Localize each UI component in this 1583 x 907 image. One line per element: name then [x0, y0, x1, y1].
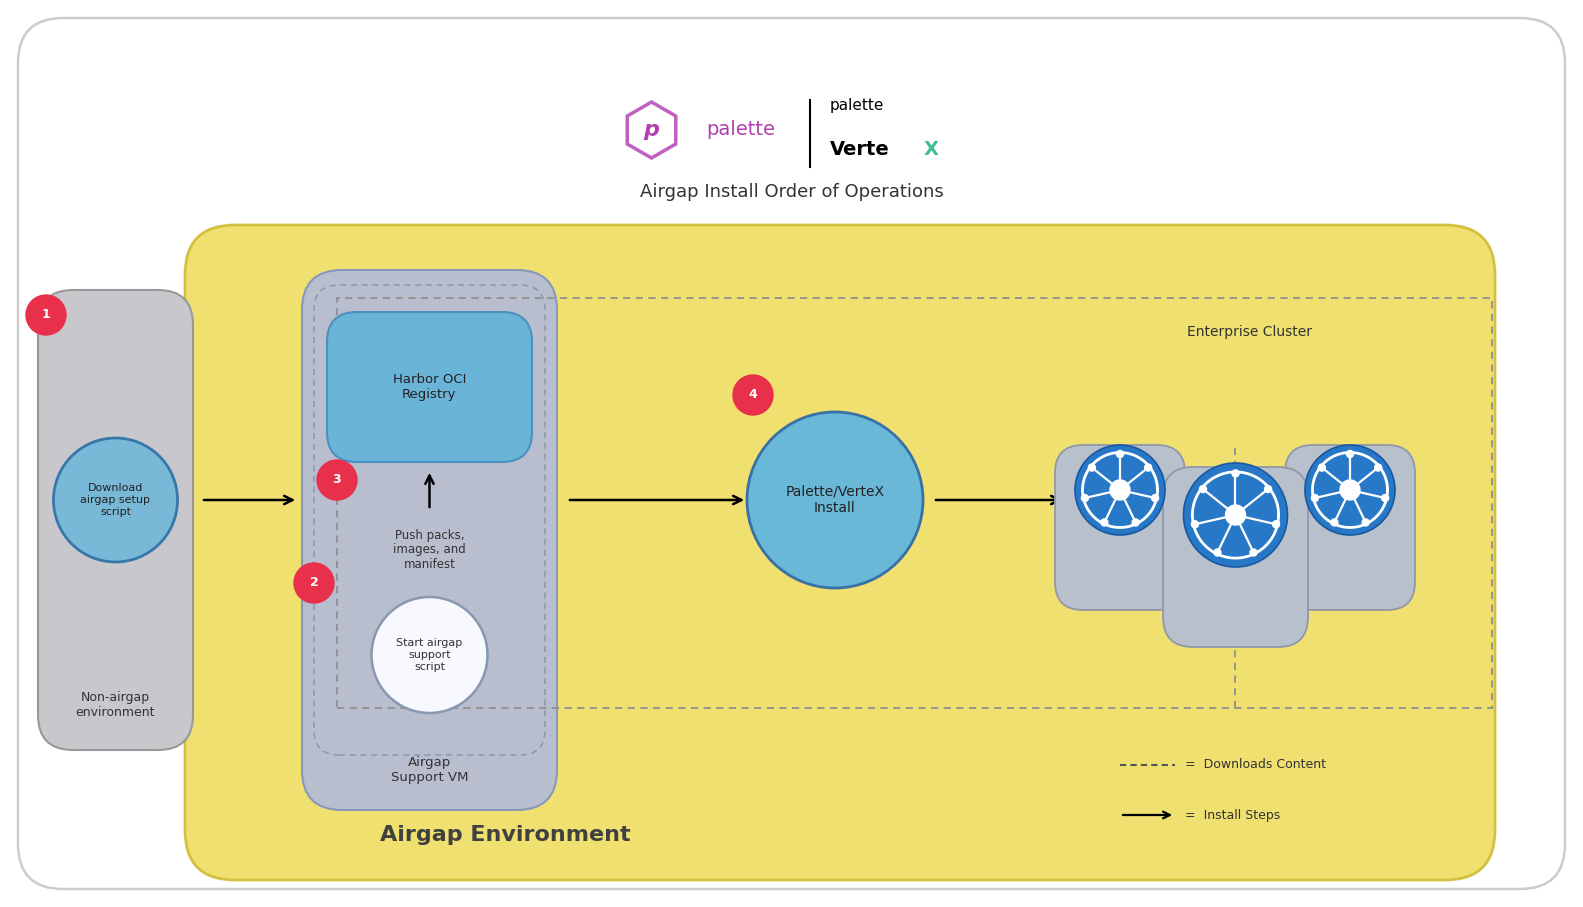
- Text: Airgap Environment: Airgap Environment: [380, 825, 630, 845]
- Circle shape: [294, 563, 334, 603]
- Circle shape: [1225, 505, 1246, 525]
- FancyBboxPatch shape: [185, 225, 1494, 880]
- FancyBboxPatch shape: [328, 312, 532, 462]
- Text: 1: 1: [41, 308, 51, 321]
- Circle shape: [1081, 494, 1089, 502]
- Circle shape: [1361, 519, 1369, 526]
- Circle shape: [1374, 464, 1382, 471]
- Text: 4: 4: [749, 388, 757, 402]
- Text: palette: palette: [829, 98, 883, 113]
- Circle shape: [1151, 494, 1159, 502]
- Text: =  Downloads Content: = Downloads Content: [1186, 758, 1327, 772]
- FancyBboxPatch shape: [1164, 467, 1308, 647]
- Circle shape: [372, 597, 488, 713]
- Text: Push packs,
images, and
manifest: Push packs, images, and manifest: [393, 529, 465, 571]
- Text: X: X: [923, 140, 939, 159]
- Text: Download
airgap setup
script: Download airgap setup script: [81, 483, 150, 517]
- Text: 2: 2: [310, 577, 318, 590]
- Text: Non-airgap
environment: Non-airgap environment: [76, 691, 155, 719]
- Circle shape: [1331, 519, 1338, 526]
- Text: Airgap Install Order of Operations: Airgap Install Order of Operations: [640, 183, 943, 201]
- Circle shape: [1273, 521, 1279, 528]
- Circle shape: [1116, 451, 1124, 457]
- FancyBboxPatch shape: [17, 18, 1566, 889]
- Circle shape: [1214, 549, 1220, 556]
- Text: Verte: Verte: [829, 140, 890, 159]
- Circle shape: [1319, 464, 1325, 471]
- Text: Airgap
Support VM: Airgap Support VM: [391, 756, 469, 784]
- Circle shape: [1311, 494, 1319, 502]
- Circle shape: [1132, 519, 1140, 526]
- FancyBboxPatch shape: [38, 290, 193, 750]
- Text: 3: 3: [332, 473, 342, 486]
- Text: Enterprise Cluster: Enterprise Cluster: [1187, 325, 1312, 339]
- Circle shape: [1347, 451, 1353, 457]
- Text: Palette/VerteX
Install: Palette/VerteX Install: [785, 485, 885, 515]
- Text: p: p: [644, 120, 660, 140]
- Circle shape: [1145, 464, 1152, 471]
- Text: Start airgap
support
script: Start airgap support script: [396, 639, 462, 671]
- Circle shape: [1339, 480, 1360, 500]
- FancyBboxPatch shape: [1054, 445, 1186, 610]
- FancyBboxPatch shape: [302, 270, 557, 810]
- Circle shape: [1110, 480, 1130, 500]
- Circle shape: [1100, 519, 1108, 526]
- Circle shape: [1251, 549, 1257, 556]
- Text: palette: palette: [706, 121, 776, 140]
- Text: Harbor OCI
Registry: Harbor OCI Registry: [393, 373, 465, 401]
- Circle shape: [1382, 494, 1388, 502]
- Circle shape: [317, 460, 358, 500]
- Circle shape: [1089, 464, 1095, 471]
- Circle shape: [1192, 521, 1198, 528]
- Circle shape: [733, 375, 773, 415]
- Circle shape: [1304, 445, 1395, 535]
- Circle shape: [1232, 470, 1239, 477]
- Circle shape: [54, 438, 177, 562]
- Circle shape: [25, 295, 66, 335]
- Circle shape: [1075, 445, 1165, 535]
- Circle shape: [747, 412, 923, 588]
- Text: =  Install Steps: = Install Steps: [1186, 808, 1281, 822]
- FancyBboxPatch shape: [1285, 445, 1415, 610]
- Circle shape: [1200, 485, 1206, 493]
- Circle shape: [1265, 485, 1271, 493]
- Circle shape: [1184, 463, 1287, 567]
